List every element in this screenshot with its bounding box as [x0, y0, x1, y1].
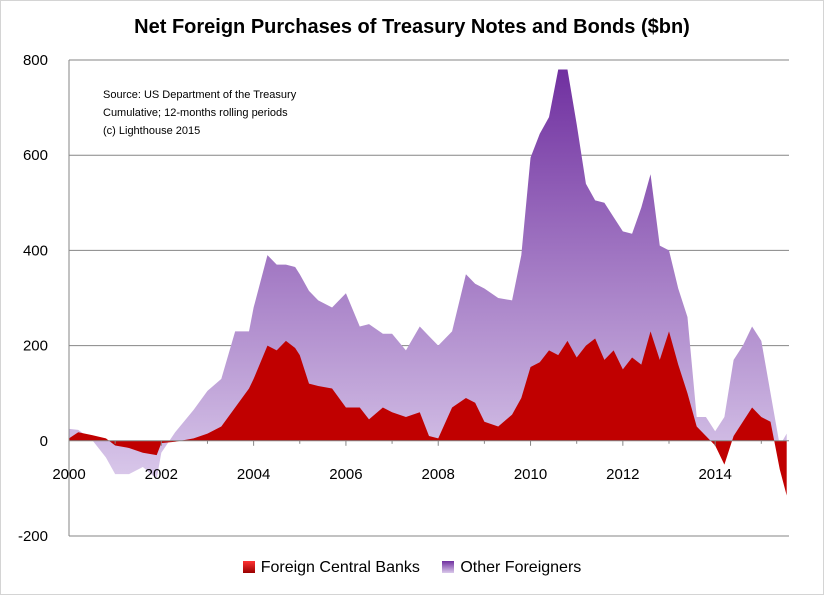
- x-tick-label: 2006: [329, 466, 362, 483]
- x-tick-label: 2008: [422, 466, 455, 483]
- source-note: (c) Lighthouse 2015: [103, 125, 200, 137]
- y-tick-label: 400: [23, 242, 48, 259]
- tick-labels: -200 0 200 400 600 800 2000 2002 2004 2006 2008 201…: [18, 52, 732, 545]
- y-tick-label: 200: [23, 338, 48, 355]
- source-notes: Source: US Department of the Treasury Cum…: [103, 89, 297, 137]
- axes: [68, 60, 789, 536]
- area-series: [69, 69, 787, 496]
- legend-label: Other Foreigners: [460, 559, 582, 576]
- y-tick-label: 0: [40, 433, 48, 450]
- x-tick-label: 2012: [606, 466, 639, 483]
- x-tick-label: 2004: [237, 466, 270, 483]
- legend-item-central-banks: Foreign Central Banks: [242, 559, 420, 577]
- legend-item-other-foreigners: Other Foreigners: [442, 559, 581, 577]
- x-tick-label: 2002: [145, 466, 178, 483]
- y-tick-label: 800: [23, 52, 48, 69]
- legend-swatch-purple: [442, 561, 455, 573]
- x-tick-label: 2010: [514, 466, 547, 483]
- area-foreign-central-banks: [69, 331, 787, 496]
- y-tick-label: -200: [18, 528, 48, 545]
- legend-label: Foreign Central Banks: [260, 559, 420, 576]
- source-note: Cumulative; 12-months rolling periods: [103, 107, 288, 119]
- x-tick-label: 2014: [698, 466, 731, 483]
- legend-swatch-red: [242, 561, 255, 573]
- x-tick-label: 2000: [52, 466, 85, 483]
- legend: Foreign Central Banks Other Foreigners: [0, 559, 824, 577]
- chart-title: Net Foreign Purchases of Treasury Notes …: [134, 16, 690, 38]
- source-note: Source: US Department of the Treasury: [103, 89, 297, 101]
- y-tick-label: 600: [23, 147, 48, 164]
